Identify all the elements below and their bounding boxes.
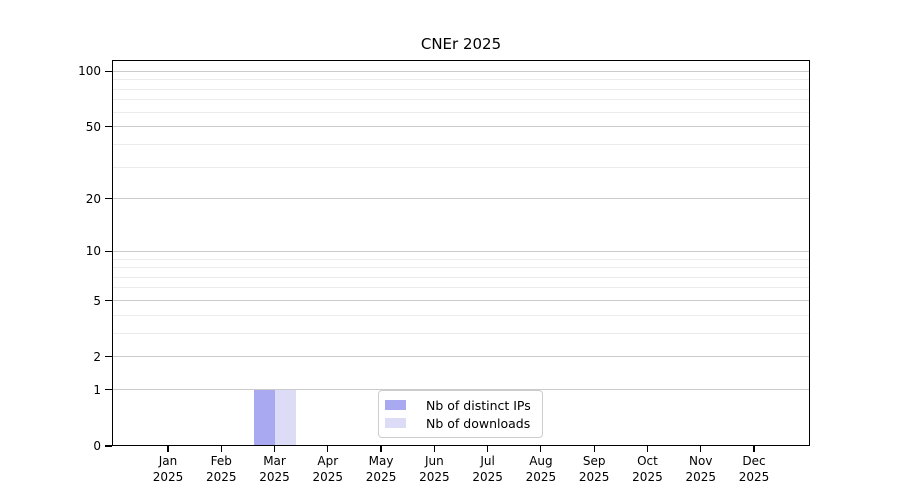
x-tick-label: Jul 2025 bbox=[458, 453, 518, 485]
x-tick-month: Jul bbox=[480, 454, 495, 468]
x-tick-month: May bbox=[368, 454, 394, 468]
x-tick-month: Dec bbox=[742, 454, 766, 468]
x-tick-label: Aug 2025 bbox=[511, 453, 571, 485]
y-tick-mark bbox=[105, 250, 112, 252]
y-gridline-minor bbox=[112, 79, 810, 81]
x-tick-year: 2025 bbox=[152, 470, 184, 484]
x-tick-label: Sep 2025 bbox=[564, 453, 624, 485]
y-gridline-major bbox=[112, 250, 810, 252]
x-tick-label: May 2025 bbox=[351, 453, 411, 485]
x-tick-year: 2025 bbox=[578, 470, 610, 484]
y-tick-label: 10 bbox=[85, 244, 101, 259]
legend-item-distinct-ips: Nb of distinct IPs bbox=[385, 397, 536, 413]
y-gridline-minor bbox=[112, 111, 810, 113]
x-tick-month: Mar bbox=[263, 454, 286, 468]
x-tick-year: 2025 bbox=[738, 470, 770, 484]
y-gridline-minor bbox=[112, 99, 810, 101]
y-tick-mark bbox=[105, 70, 112, 72]
y-gridline-major bbox=[112, 70, 810, 72]
legend-swatch-downloads bbox=[385, 418, 406, 428]
x-tick-year: 2025 bbox=[312, 470, 344, 484]
y-tick-label: 5 bbox=[93, 293, 101, 308]
x-tick-label: Apr 2025 bbox=[298, 453, 358, 485]
plot-area bbox=[112, 60, 810, 446]
x-tick-month: Feb bbox=[210, 454, 232, 468]
legend-label-distinct-ips: Nb of distinct IPs bbox=[426, 397, 531, 413]
x-tick-label: Nov 2025 bbox=[671, 453, 731, 485]
x-tick-label: Oct 2025 bbox=[617, 453, 677, 485]
y-gridline-minor bbox=[112, 332, 810, 334]
legend: Nb of distinct IPs Nb of downloads bbox=[378, 390, 543, 438]
x-tick-label: Jun 2025 bbox=[404, 453, 464, 485]
x-tick-mark bbox=[753, 446, 755, 452]
x-tick-month: Jun bbox=[424, 454, 444, 468]
y-tick-mark bbox=[105, 389, 112, 391]
y-gridline-major bbox=[112, 356, 810, 358]
x-tick-label: Mar 2025 bbox=[245, 453, 305, 485]
bar-downloads bbox=[274, 389, 296, 446]
y-gridline-minor bbox=[112, 166, 810, 168]
y-gridline-minor bbox=[112, 276, 810, 278]
y-tick-label: 2 bbox=[93, 349, 101, 364]
x-tick-mark bbox=[273, 446, 276, 452]
legend-swatch-distinct-ips bbox=[385, 400, 406, 410]
bar-distinct-ips bbox=[253, 389, 275, 446]
x-tick-label: Jan 2025 bbox=[138, 453, 198, 485]
y-tick-label: 0 bbox=[93, 439, 101, 453]
x-tick-mark bbox=[433, 446, 435, 452]
x-tick-label: Dec 2025 bbox=[724, 453, 784, 485]
x-tick-month: Apr bbox=[317, 454, 339, 468]
x-tick-month: Nov bbox=[689, 454, 713, 468]
x-tick-mark bbox=[593, 446, 595, 452]
x-tick-mark bbox=[487, 446, 489, 452]
y-tick-label: 50 bbox=[85, 119, 101, 134]
y-gridline-major bbox=[112, 389, 810, 391]
y-gridline-minor bbox=[112, 287, 810, 289]
x-tick-month: Sep bbox=[582, 454, 606, 468]
y-tick-label: 1 bbox=[93, 382, 101, 397]
y-gridline-minor bbox=[112, 314, 810, 316]
y-tick-mark bbox=[105, 126, 112, 128]
chart-title: CNEr 2025 bbox=[420, 35, 502, 53]
x-tick-month: Oct bbox=[637, 454, 658, 468]
x-tick-mark bbox=[167, 446, 169, 452]
x-tick-mark bbox=[700, 446, 702, 452]
x-tick-mark bbox=[220, 446, 222, 452]
y-gridline-minor bbox=[112, 267, 810, 269]
y-tick-mark bbox=[105, 299, 112, 302]
y-gridline-minor bbox=[112, 143, 810, 145]
x-tick-year: 2025 bbox=[525, 470, 557, 484]
x-tick-mark bbox=[327, 446, 329, 452]
legend-label-downloads: Nb of downloads bbox=[426, 415, 531, 431]
x-tick-year: 2025 bbox=[259, 470, 290, 484]
y-tick-label: 20 bbox=[85, 191, 101, 206]
y-tick-mark bbox=[105, 445, 112, 447]
y-gridline-minor bbox=[112, 88, 810, 90]
x-tick-month: Aug bbox=[529, 454, 553, 468]
x-tick-mark bbox=[380, 446, 382, 452]
x-tick-year: 2025 bbox=[365, 470, 397, 484]
y-gridline-minor bbox=[112, 258, 810, 260]
x-tick-mark bbox=[646, 446, 649, 452]
x-tick-year: 2025 bbox=[472, 470, 503, 484]
x-tick-mark bbox=[540, 446, 542, 452]
x-tick-year: 2025 bbox=[685, 470, 716, 484]
y-tick-mark bbox=[105, 356, 112, 358]
y-tick-label: 100 bbox=[78, 64, 101, 79]
legend-item-downloads: Nb of downloads bbox=[385, 415, 536, 431]
y-gridline-major bbox=[112, 300, 810, 301]
y-gridline-major bbox=[112, 198, 810, 200]
x-tick-year: 2025 bbox=[419, 470, 450, 484]
y-gridline-major bbox=[112, 126, 810, 128]
y-tick-mark bbox=[105, 198, 112, 200]
x-tick-label: Feb 2025 bbox=[191, 453, 251, 485]
x-tick-year: 2025 bbox=[205, 470, 237, 484]
x-tick-year: 2025 bbox=[632, 470, 663, 484]
x-tick-month: Jan bbox=[158, 454, 178, 468]
